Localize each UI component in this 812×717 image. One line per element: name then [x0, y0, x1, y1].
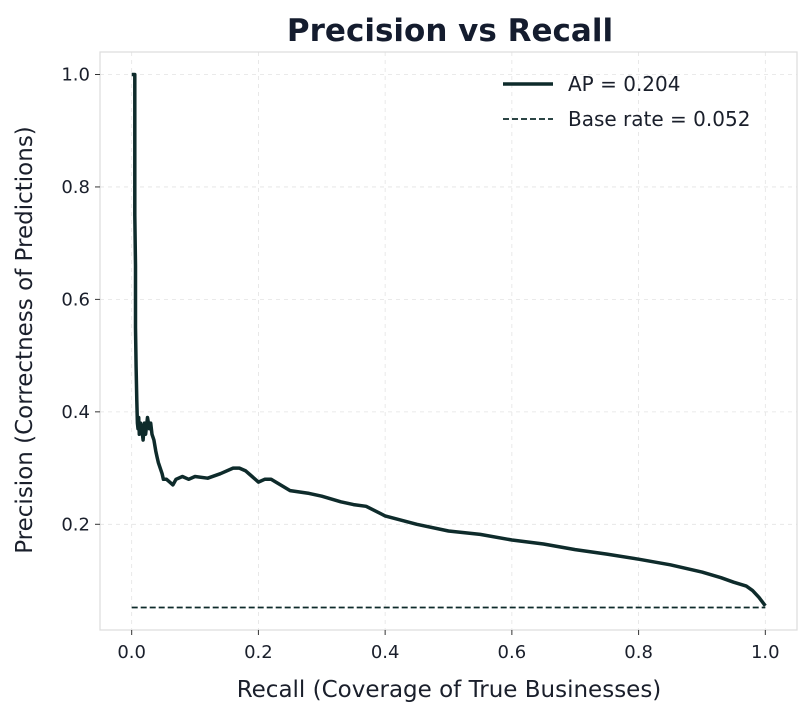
series-layer — [131, 72, 767, 609]
grid-layer — [100, 52, 797, 630]
y-tick-label: 1.0 — [61, 64, 90, 85]
x-tick-label: 0.8 — [624, 642, 653, 663]
y-axis-label: Precision (Correctness of Predictions) — [12, 126, 38, 554]
chart-title: Precision vs Recall — [287, 13, 613, 49]
legend-label-base-rate: Base rate = 0.052 — [568, 107, 750, 131]
legend-label-ap: AP = 0.204 — [568, 72, 680, 96]
y-tick-label: 0.2 — [61, 514, 90, 535]
legend: AP = 0.204 Base rate = 0.052 — [503, 72, 750, 131]
y-tick-label: 0.6 — [61, 289, 90, 310]
y-tick-label: 0.8 — [61, 177, 90, 198]
x-tick-label: 0.2 — [244, 642, 273, 663]
x-tick-label: 1.0 — [751, 642, 780, 663]
x-tick-label: 0.4 — [371, 642, 400, 663]
tick-layer: 0.0 0.2 0.4 0.6 0.8 1.0 0.2 0.4 0.6 0.8 1.0 — [61, 64, 779, 663]
x-tick-label: 0.0 — [117, 642, 146, 663]
y-tick-label: 0.4 — [61, 402, 90, 423]
axes-frame — [99, 51, 798, 631]
precision-recall-curve — [131, 72, 767, 607]
x-tick-label: 0.6 — [498, 642, 527, 663]
x-axis-label: Recall (Coverage of True Businesses) — [237, 677, 662, 703]
